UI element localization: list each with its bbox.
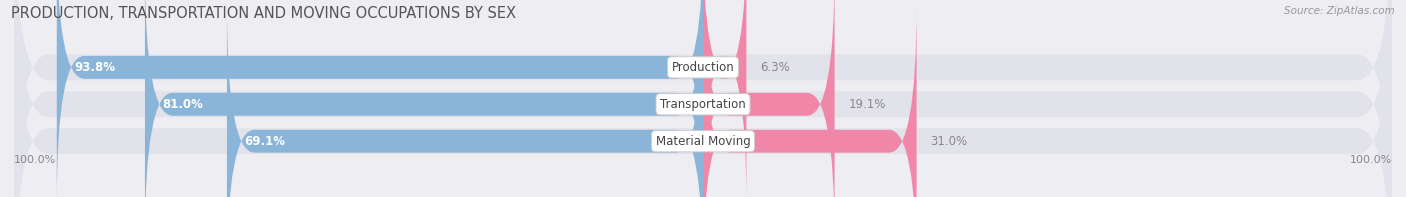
FancyBboxPatch shape — [56, 0, 703, 197]
FancyBboxPatch shape — [703, 0, 747, 197]
FancyBboxPatch shape — [703, 5, 917, 197]
FancyBboxPatch shape — [226, 5, 703, 197]
FancyBboxPatch shape — [145, 0, 703, 197]
Text: PRODUCTION, TRANSPORTATION AND MOVING OCCUPATIONS BY SEX: PRODUCTION, TRANSPORTATION AND MOVING OC… — [11, 6, 516, 21]
Text: Source: ZipAtlas.com: Source: ZipAtlas.com — [1284, 6, 1395, 16]
Text: 100.0%: 100.0% — [1350, 155, 1392, 165]
FancyBboxPatch shape — [14, 0, 1392, 197]
Text: 6.3%: 6.3% — [761, 61, 790, 74]
FancyBboxPatch shape — [14, 0, 1392, 197]
Text: Material Moving: Material Moving — [655, 135, 751, 148]
Text: 100.0%: 100.0% — [14, 155, 56, 165]
FancyBboxPatch shape — [14, 0, 1392, 197]
Text: Transportation: Transportation — [661, 98, 745, 111]
FancyBboxPatch shape — [703, 0, 835, 197]
Text: 93.8%: 93.8% — [75, 61, 115, 74]
Text: Production: Production — [672, 61, 734, 74]
Text: 81.0%: 81.0% — [162, 98, 202, 111]
Text: 19.1%: 19.1% — [848, 98, 886, 111]
Text: 31.0%: 31.0% — [931, 135, 967, 148]
Text: 69.1%: 69.1% — [245, 135, 285, 148]
